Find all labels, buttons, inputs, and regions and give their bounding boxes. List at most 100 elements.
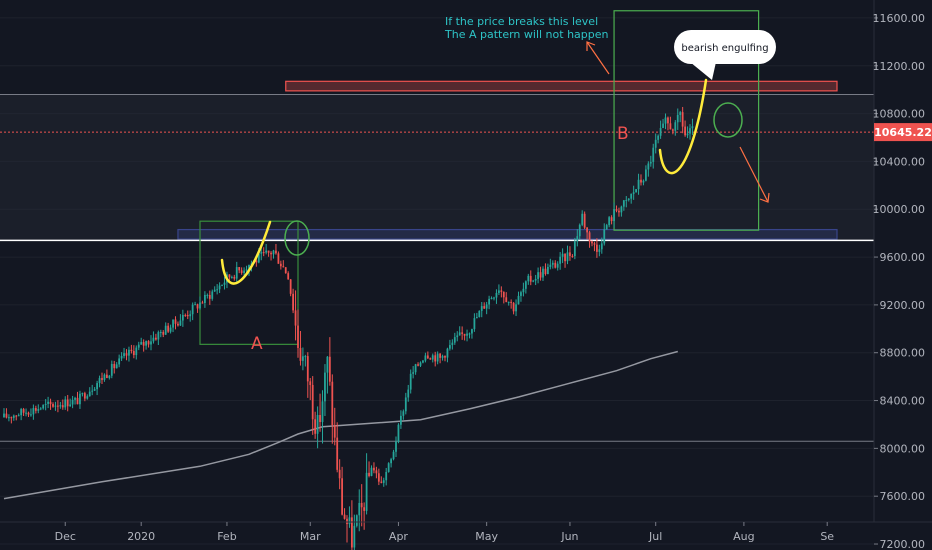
curve-b	[658, 78, 708, 175]
candle-body	[302, 356, 304, 361]
candle-body	[275, 250, 277, 254]
candle-body	[157, 332, 160, 340]
callout-text: bearish engulfing	[681, 43, 768, 54]
candle-body	[449, 345, 451, 349]
candle-body	[103, 374, 106, 380]
candle-body	[30, 414, 32, 416]
candle-body	[27, 412, 30, 415]
candle-body	[174, 319, 177, 324]
grid	[0, 17, 874, 545]
x-tick-label: Jun	[560, 530, 578, 543]
candle-body	[221, 284, 223, 286]
candle-body	[613, 209, 615, 222]
candle-body	[556, 263, 559, 268]
candle-body	[115, 364, 118, 369]
candle-body	[520, 292, 522, 296]
candle-body	[147, 341, 150, 345]
down-arrow-head	[759, 192, 770, 203]
candle-body	[586, 227, 588, 233]
candle-body	[642, 180, 645, 183]
candle-body	[17, 415, 20, 417]
candle-body	[436, 353, 439, 362]
candle-body	[649, 161, 652, 164]
down-arrow-line	[739, 146, 769, 203]
candle-body	[500, 290, 503, 292]
candle-body	[71, 399, 74, 405]
candle-body	[549, 264, 552, 267]
candle-body	[177, 323, 179, 326]
candles	[3, 106, 694, 550]
candle-body	[140, 342, 143, 345]
candle-body	[316, 414, 319, 434]
candle-body	[363, 507, 366, 511]
candle-body	[382, 480, 385, 483]
candle-body	[113, 363, 116, 369]
curve-a	[220, 220, 272, 285]
candle-body	[299, 347, 302, 361]
candle-body	[475, 316, 478, 319]
note-line-1: If the price breaks this level	[445, 15, 598, 28]
candle-body	[306, 356, 309, 382]
candle-body	[22, 409, 25, 413]
candle-body	[542, 268, 544, 278]
candle-body	[397, 424, 400, 442]
candle-body	[652, 147, 655, 162]
candle-body	[69, 404, 72, 407]
candle-body	[194, 304, 196, 306]
candle-body	[189, 314, 192, 317]
zones	[0, 80, 874, 241]
candle-body	[659, 127, 662, 136]
candle-body	[211, 291, 214, 299]
candle-body	[108, 375, 111, 378]
candle-body	[324, 372, 326, 402]
candle-body	[331, 381, 334, 426]
candle-body	[83, 393, 86, 399]
horizontal-lines	[0, 93, 874, 442]
candle-body	[466, 333, 468, 336]
candle-body	[304, 356, 307, 358]
candle-body	[387, 463, 390, 472]
candle-body	[480, 306, 483, 311]
candle-body	[463, 333, 466, 336]
candle-body	[598, 249, 601, 252]
candle-body	[248, 264, 250, 270]
candle-body	[412, 372, 415, 374]
price-tag-box	[874, 123, 932, 142]
candle-body	[186, 314, 189, 317]
label-b: B	[617, 124, 629, 144]
candle-body	[385, 471, 388, 481]
candle-body	[662, 123, 664, 128]
y-tick-label: 10800.00	[873, 108, 926, 121]
candle-body	[44, 403, 47, 405]
candle-body	[564, 253, 566, 262]
candle-body	[657, 135, 660, 140]
candle-body	[669, 123, 672, 130]
candle-body	[684, 126, 686, 136]
price-tag-label: 10645.22	[874, 126, 932, 139]
time-axis[interactable]: Dec 2020 Feb Mar Apr May Jun Jul Aug Se	[0, 521, 932, 543]
candle-body	[309, 381, 312, 385]
up-arrow-line	[586, 41, 610, 75]
candle-body	[32, 408, 35, 415]
y-tick-label: 10000.00	[873, 203, 926, 216]
candle-body	[664, 117, 667, 124]
candle-body	[132, 351, 135, 356]
y-tick-label: 9200.00	[880, 299, 926, 312]
candle-body	[395, 441, 397, 452]
candle-body	[593, 243, 596, 245]
candle-body	[679, 112, 682, 115]
price-axis[interactable]: 7200.00 7600.00 8000.00 8400.00 8800.00 9200.…	[873, 0, 926, 550]
candle-body	[277, 253, 280, 264]
candle-body	[578, 224, 581, 237]
candle-body	[91, 390, 94, 392]
candle-body	[583, 213, 586, 228]
candle-body	[314, 419, 317, 434]
candle-body	[377, 473, 380, 482]
y-tick-label: 7200.00	[880, 538, 926, 550]
x-tick-label: Apr	[389, 530, 409, 543]
candle-body	[164, 325, 167, 335]
candle-body	[265, 250, 268, 253]
range-shade	[0, 94, 874, 241]
